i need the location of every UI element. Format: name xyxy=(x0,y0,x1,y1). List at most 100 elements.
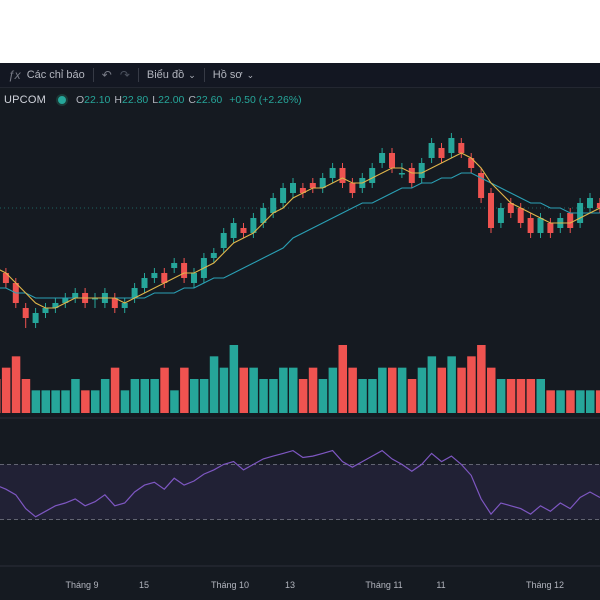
volume-bar xyxy=(219,367,229,413)
ohlc-legend: UPCOM O 22.10 H 22.80 L 22.00 C 22.60 +0.50 … xyxy=(4,94,302,106)
candle-body xyxy=(210,253,217,258)
volume-bar xyxy=(477,345,486,413)
volume-bar xyxy=(180,367,189,413)
candle-body xyxy=(339,168,346,183)
candle-body xyxy=(497,208,504,223)
volume-bar xyxy=(289,367,298,413)
volume-bar xyxy=(0,379,1,413)
volume-bar xyxy=(595,390,600,413)
indicators-button[interactable]: ƒx Các chỉ báo xyxy=(0,63,93,87)
candle-body xyxy=(547,223,554,233)
volume-bar xyxy=(160,367,169,413)
candle-body xyxy=(230,223,237,238)
candle-body xyxy=(488,193,494,228)
x-axis-tick-label: 11 xyxy=(436,580,445,590)
profile-dropdown[interactable]: Hồ sơ ⌄ xyxy=(205,63,262,87)
volume-bar xyxy=(378,367,387,413)
volume-bar xyxy=(308,367,318,413)
candle-body xyxy=(72,293,79,298)
volume-bar xyxy=(199,379,209,413)
candle-body xyxy=(111,298,118,308)
undo-button[interactable]: ↶ xyxy=(94,63,120,87)
candle-body xyxy=(438,148,445,158)
volume-bar xyxy=(41,390,50,413)
candle-body xyxy=(2,273,9,283)
volume-bar xyxy=(496,379,506,413)
volume-bar xyxy=(91,390,100,413)
volume-bar xyxy=(269,379,278,413)
volume-bar xyxy=(348,367,357,413)
candle-body xyxy=(319,178,326,188)
volume-bar xyxy=(229,345,239,413)
volume-bar xyxy=(506,379,516,413)
candle-body xyxy=(260,208,267,223)
volume-bar xyxy=(566,390,575,413)
candle-body xyxy=(181,263,188,278)
volume-bar xyxy=(100,379,110,413)
candle-body xyxy=(309,183,316,188)
candle-body xyxy=(369,168,376,183)
volume-bar xyxy=(239,367,248,413)
candle-body xyxy=(131,288,138,298)
volume-bar xyxy=(170,390,179,413)
change-value: +0.50 (+2.26%) xyxy=(229,94,302,106)
candle-body xyxy=(398,173,405,175)
high-value: 22.80 xyxy=(122,94,149,106)
chart-type-dropdown[interactable]: Biểu đồ ⌄ xyxy=(139,63,204,87)
volume-bar xyxy=(130,379,140,413)
candle-body xyxy=(171,263,178,268)
toolbar-divider xyxy=(137,68,139,82)
volume-bar xyxy=(61,390,70,413)
redo-button[interactable]: ↷ xyxy=(120,63,138,87)
open-value: 22.10 xyxy=(84,94,111,106)
volume-bar xyxy=(417,367,427,413)
candle-body xyxy=(408,168,415,183)
chart-toolbar: ƒx Các chỉ báo ↶ ↷ Biểu đồ ⌄ Hồ sơ ⌄ xyxy=(0,63,600,88)
candle-body xyxy=(379,153,386,163)
candle-body xyxy=(220,233,227,248)
candle-body xyxy=(418,163,425,178)
volume-bar xyxy=(298,379,308,413)
candle-body xyxy=(468,158,475,168)
open-label: O xyxy=(75,94,85,106)
candle-body xyxy=(62,298,69,303)
volume-bar xyxy=(516,379,526,413)
market-status-icon xyxy=(55,94,68,106)
redo-icon: ↷ xyxy=(119,68,130,82)
candle-body xyxy=(250,218,257,233)
x-axis-tick-label: 15 xyxy=(139,580,149,590)
volume-bar xyxy=(407,379,417,413)
volume-bar xyxy=(279,367,288,413)
x-axis-tick-label: Tháng 12 xyxy=(526,580,564,590)
volume-bar xyxy=(328,367,338,413)
candle-body xyxy=(42,308,49,313)
volume-bar xyxy=(447,356,456,413)
volume-bar xyxy=(457,367,466,413)
volume-bar xyxy=(150,379,159,413)
candle-body xyxy=(22,308,29,318)
candle-body xyxy=(299,188,306,193)
trading-chart-app: Tháng 9 15 Tháng 10 13 Tháng 11 11 Tháng 12 ƒx… xyxy=(0,63,600,600)
candle-body xyxy=(587,198,593,208)
function-icon: ƒx xyxy=(8,68,21,82)
candle-body xyxy=(458,143,465,153)
candle-body xyxy=(389,153,395,168)
chevron-down-icon: ⌄ xyxy=(188,69,196,80)
x-axis-tick-label: Tháng 11 xyxy=(365,580,402,590)
candle-body xyxy=(92,298,98,300)
close-value: 22.60 xyxy=(196,94,223,106)
candle-body xyxy=(151,273,158,278)
volume-bar xyxy=(259,379,268,413)
volume-bar xyxy=(31,390,41,413)
symbol-label[interactable]: UPCOM xyxy=(4,94,46,106)
volume-bar xyxy=(110,367,120,413)
volume-bar xyxy=(318,379,328,413)
close-label: C xyxy=(188,94,196,106)
candle-body xyxy=(517,208,524,223)
volume-bar xyxy=(120,390,130,413)
low-label: L xyxy=(152,94,159,106)
rsi-line xyxy=(0,449,600,518)
chart-canvas[interactable]: Tháng 9 15 Tháng 10 13 Tháng 11 11 Tháng 12 xyxy=(0,63,600,600)
indicators-label: Các chỉ báo xyxy=(26,69,85,81)
volume-bar xyxy=(1,367,11,413)
